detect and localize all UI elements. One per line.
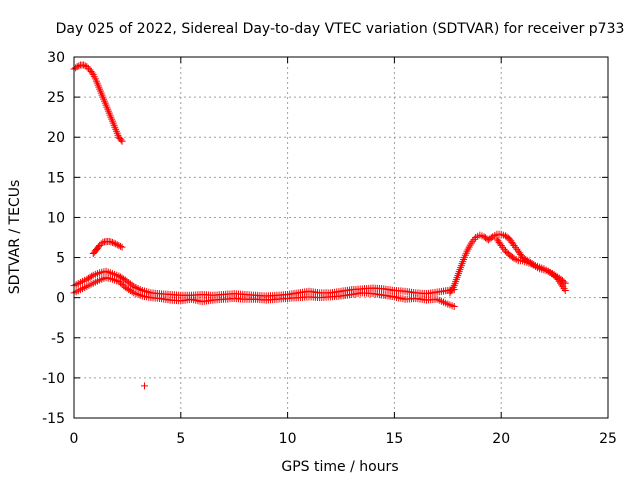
data-point-evening-rise [448,285,456,293]
y-axis-label: SDTVAR / TECUs [7,180,23,295]
data-point-arc-high [83,63,91,71]
chart-title: Day 025 of 2022, Sidereal Day-to-day VTE… [56,21,625,37]
data-point-arc-high [88,69,96,77]
data-point-main-band-lower [128,288,136,296]
x-tick-label: 10 [279,431,297,447]
data-point-arc-high [75,62,83,70]
y-tick-label: 30 [47,50,65,66]
data-point-arc-high [73,63,81,71]
y-tick-label: 0 [56,291,65,307]
x-axis-label: GPS time / hours [281,459,398,475]
plot-border [73,56,609,419]
y-tick-label: 15 [47,170,65,186]
data-point-main-band-lower [450,302,458,310]
data-point-arc-mid [108,238,116,246]
x-tick-label: 5 [176,431,185,447]
data-point-arc-mid [96,242,104,250]
data-point-outlier [140,382,148,390]
data-point-evening-rise [447,287,455,295]
y-tick-label: 20 [47,130,65,146]
data-point-evening-rise [487,234,495,242]
data-point-main-band-upper [88,272,96,280]
data-point-evening-rise [446,289,454,297]
y-tick-label: -5 [51,331,65,347]
y-tick-label: -15 [42,411,65,427]
data-point-arc-mid [110,239,118,247]
data-point-arc-high [118,137,126,145]
axis-ticks: 0 5 10 15 20 25 -15 -10 -5 0 5 10 15 20 25 30 [42,50,617,447]
y-tick-label: 5 [56,251,65,267]
x-tick-label: 0 [70,431,79,447]
x-tick-label: 20 [492,431,510,447]
data-point-evening-lower [551,272,559,280]
data-point-arc-mid [113,241,121,249]
data-points [70,61,569,390]
data-point-arc-mid [112,240,120,248]
data-point-arc-mid [116,242,124,250]
x-tick-label: 25 [599,431,617,447]
data-point-arc-high [80,61,88,69]
x-tick-label: 15 [385,431,403,447]
y-tick-label: 10 [47,210,65,226]
data-point-arc-mid [115,242,123,250]
data-point-main-band-upper [128,281,136,289]
data-point-evening-lower [509,253,517,261]
y-tick-label: 25 [47,90,65,106]
y-tick-label: -10 [42,371,65,387]
data-point-evening-lower [561,286,569,294]
data-point-arc-mid [118,243,126,251]
data-point-evening-rise [449,283,457,291]
data-point-arc-high [117,136,125,144]
